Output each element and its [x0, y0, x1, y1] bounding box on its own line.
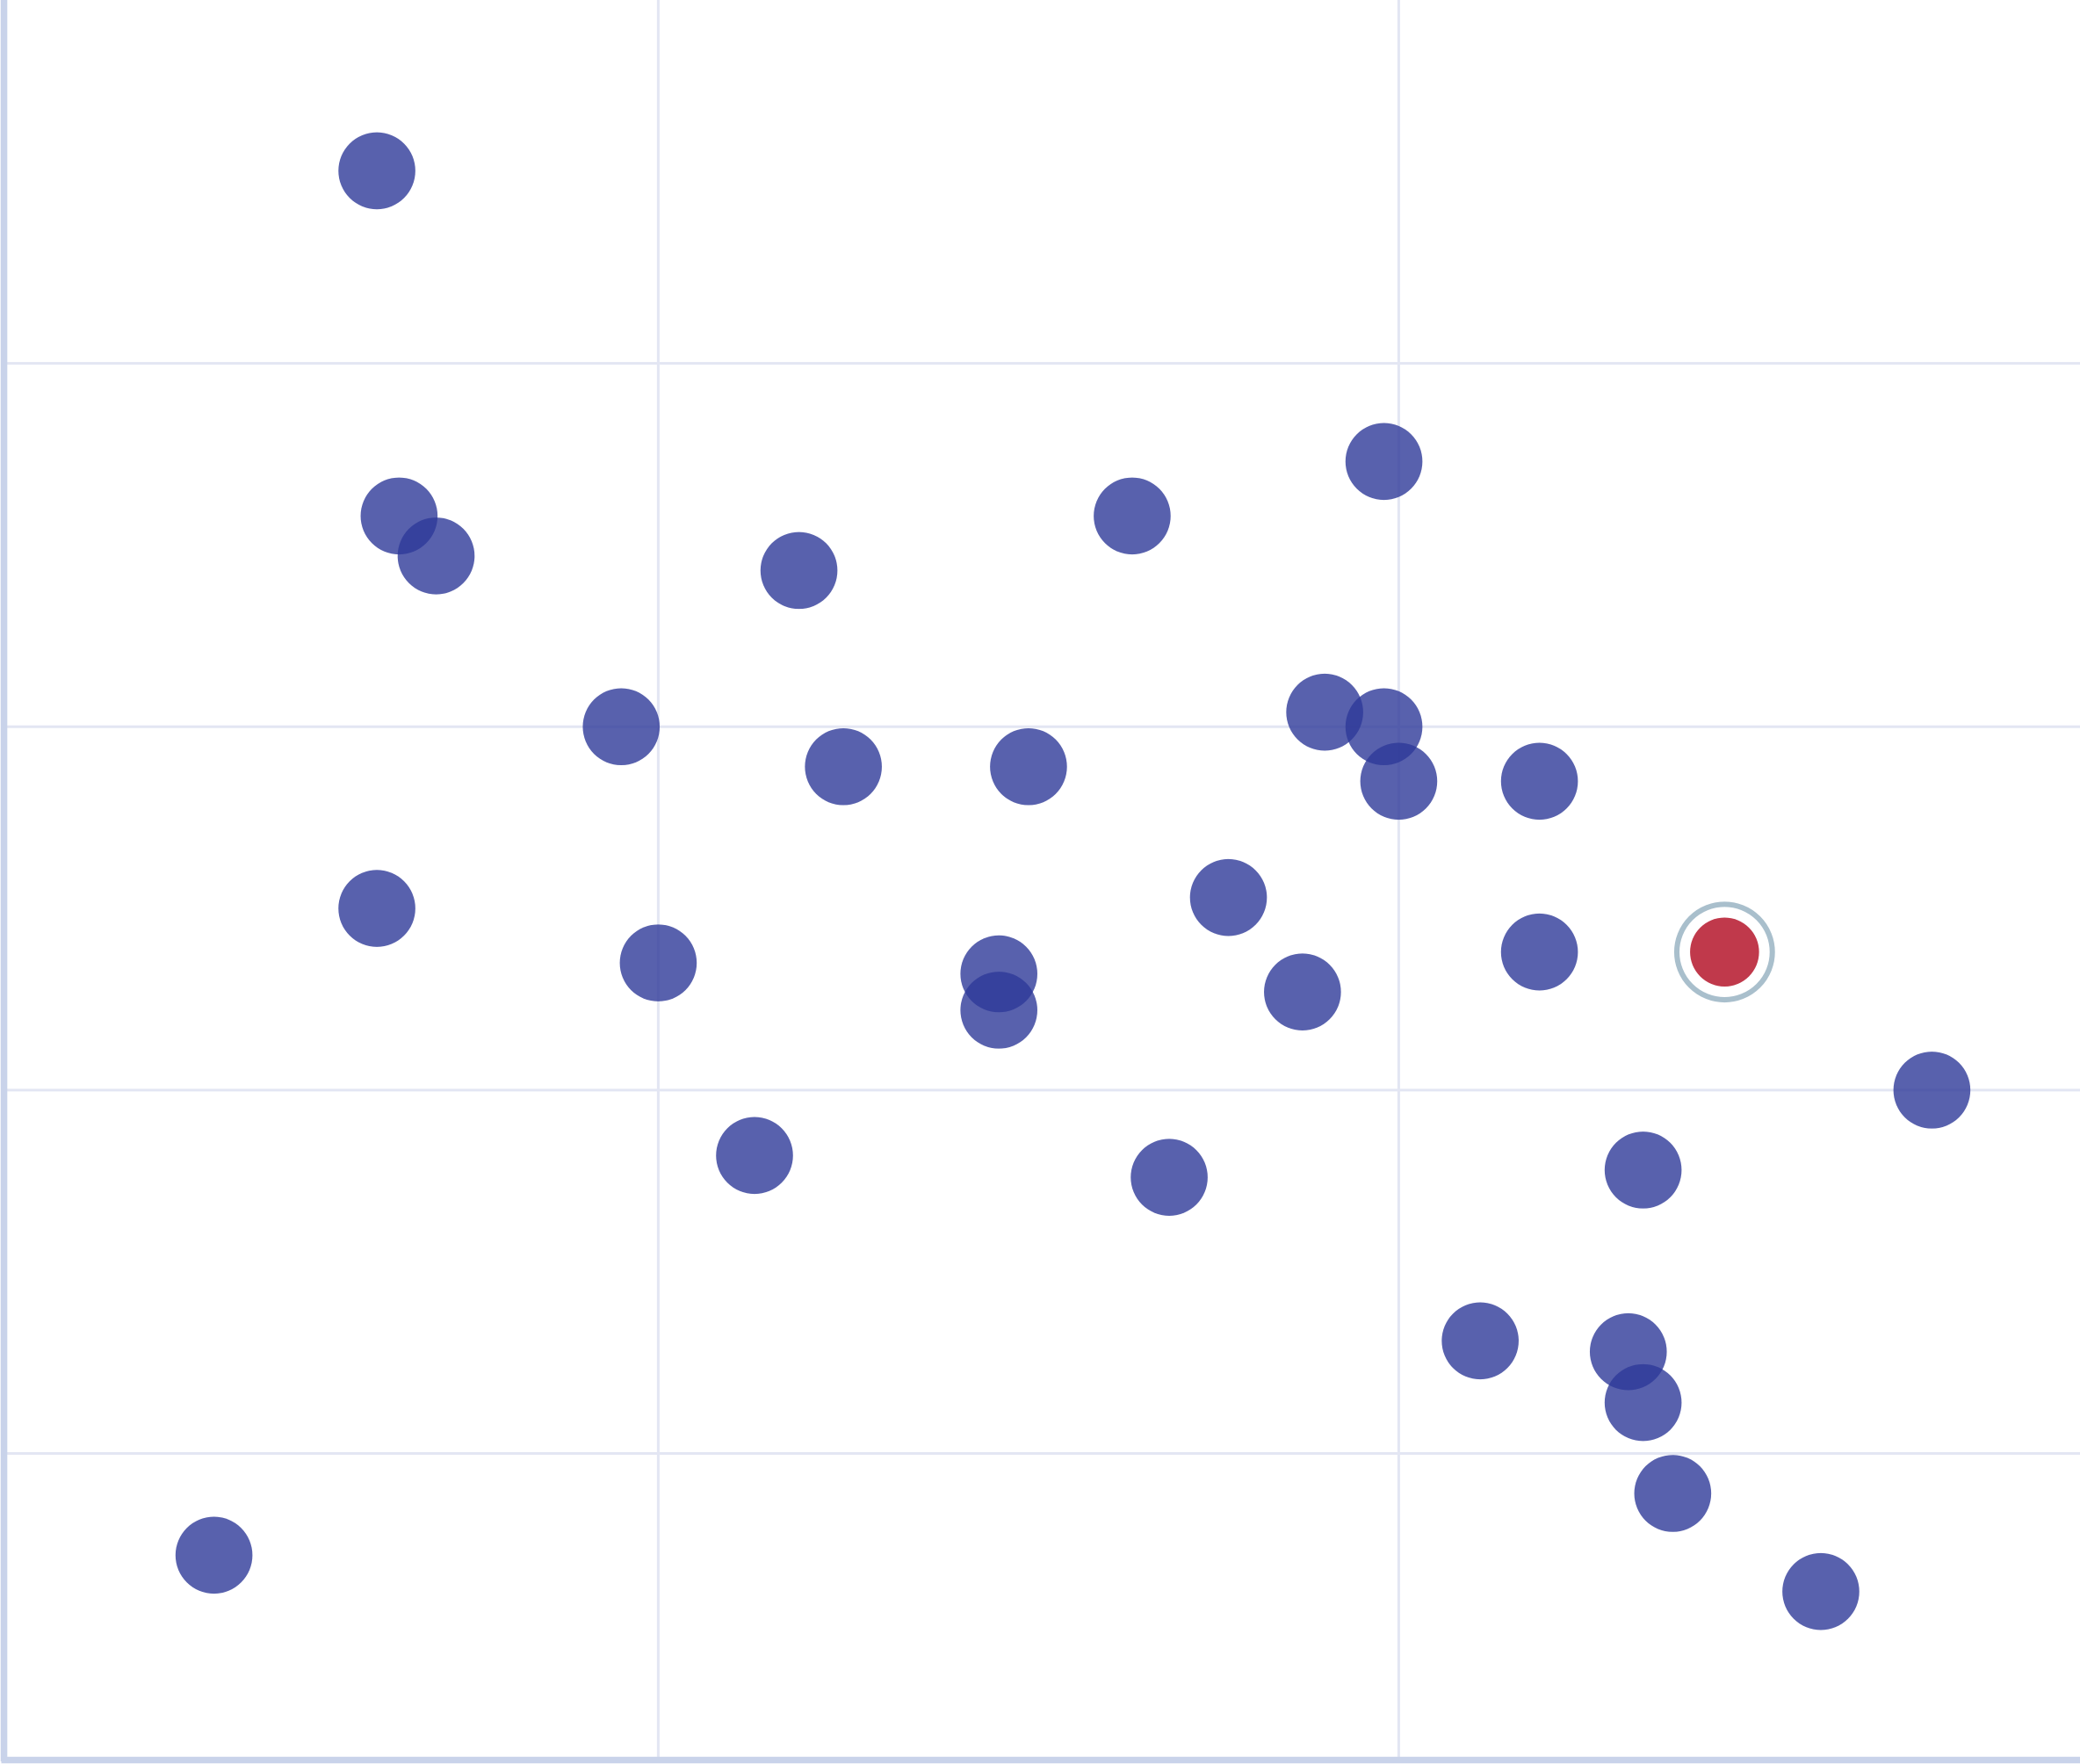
data-point	[1500, 913, 1578, 991]
data-point	[1094, 477, 1171, 555]
data-point	[990, 727, 1067, 806]
data-point	[960, 972, 1037, 1049]
points	[175, 132, 1971, 1630]
data-point	[716, 1117, 793, 1195]
data-point	[1782, 1552, 1860, 1630]
grid	[6, 0, 2080, 1759]
data-point	[338, 132, 415, 210]
data-point	[582, 688, 661, 766]
data-point	[1441, 1302, 1519, 1380]
data-point	[1286, 673, 1363, 751]
data-point	[1604, 1363, 1682, 1442]
data-point	[1893, 1052, 1971, 1129]
data-point	[619, 924, 697, 1001]
data-point	[805, 727, 882, 806]
data-point	[1360, 742, 1438, 821]
data-point	[1604, 1131, 1682, 1209]
data-point	[338, 870, 415, 947]
data-point	[760, 531, 838, 610]
data-point	[1264, 953, 1341, 1030]
data-point	[1189, 858, 1268, 936]
highlighted-data-point	[1690, 917, 1759, 987]
data-point	[397, 517, 475, 595]
data-point	[175, 1516, 253, 1594]
data-point	[1634, 1455, 1712, 1532]
data-point	[1130, 1139, 1208, 1216]
data-point	[1500, 742, 1578, 821]
data-point	[1345, 423, 1423, 501]
